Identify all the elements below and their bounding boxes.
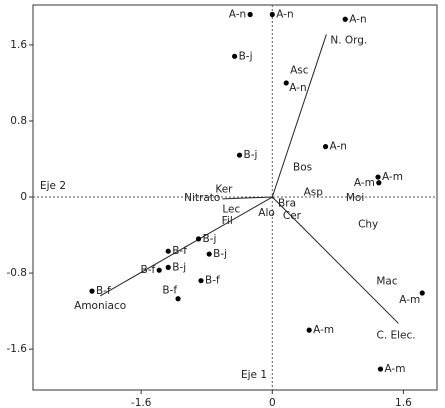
point-label: B-f	[172, 245, 187, 257]
point	[419, 290, 425, 296]
point	[377, 366, 384, 372]
vector-label: N. Org.	[330, 34, 367, 46]
point-label: B-f	[96, 285, 111, 297]
point	[236, 152, 243, 158]
point	[283, 80, 289, 86]
y-tick-label: 0.8	[10, 115, 27, 127]
point	[156, 267, 162, 273]
point-label: A-m	[399, 294, 420, 306]
species-label: Moi	[346, 192, 364, 204]
vector-label: Nitrato	[184, 192, 220, 204]
point	[376, 180, 382, 186]
biplot-vector	[271, 34, 327, 198]
species-label: Bos	[293, 162, 312, 174]
vector-label: Amoniaco	[74, 300, 126, 312]
point-label: A-n	[330, 141, 347, 153]
point	[198, 278, 204, 284]
point-label: B-f	[162, 285, 177, 297]
point-label: A-n	[289, 82, 306, 94]
point-label: A-m	[384, 363, 405, 375]
species-label: Bra	[278, 198, 296, 210]
point-label: A-m	[382, 171, 403, 183]
point	[342, 16, 348, 22]
point-label: B-j	[172, 261, 186, 273]
y-axis-label: Eje 1	[241, 369, 267, 381]
biplot-vector	[99, 196, 273, 297]
species-label: Ker	[215, 183, 233, 195]
species-label: Mac	[376, 276, 397, 288]
point-label: B-f	[140, 264, 155, 276]
species-label: Alo	[258, 207, 275, 219]
y-tick-label: 1.6	[10, 39, 27, 51]
species-label: Chy	[358, 219, 378, 231]
point-label: B-j	[244, 149, 258, 161]
point-label: A-m	[313, 324, 334, 336]
vector-label: C. Elec.	[376, 329, 415, 341]
point	[269, 11, 275, 18]
y-tick-label: -0.8	[7, 267, 28, 279]
point	[322, 144, 329, 150]
point	[306, 327, 312, 333]
point-label: B-j	[213, 248, 227, 260]
point	[165, 248, 171, 254]
point	[195, 236, 202, 242]
point-label: B-f	[205, 275, 220, 287]
species-label: Asp	[304, 186, 324, 198]
species-label: Fil	[222, 215, 233, 227]
point-label: A-n	[276, 9, 293, 21]
point	[247, 11, 253, 18]
point-label: A-n	[349, 13, 366, 25]
species-label: Lec	[222, 203, 240, 215]
point-label: A-m	[354, 177, 375, 189]
y-tick-label: -1.6	[7, 343, 28, 355]
point-label: A-n	[229, 9, 246, 21]
biplot-vector	[271, 196, 399, 324]
species-label: Asc	[290, 65, 309, 77]
x-tick-label: 1.6	[395, 397, 412, 408]
y-tick-label: 0	[20, 191, 27, 203]
point	[165, 264, 171, 270]
species-label: Cer	[283, 210, 302, 222]
point	[231, 53, 238, 59]
x-axis-label: Eje 2	[40, 180, 66, 192]
point	[375, 174, 381, 180]
point	[89, 288, 95, 294]
point	[175, 296, 181, 302]
x-tick-label: 0	[269, 397, 276, 408]
x-tick-label: -1.6	[131, 397, 152, 408]
point-label: B-j	[203, 233, 217, 245]
biplot-vector	[222, 196, 273, 200]
point	[206, 251, 212, 257]
point-label: B-j	[239, 50, 253, 62]
